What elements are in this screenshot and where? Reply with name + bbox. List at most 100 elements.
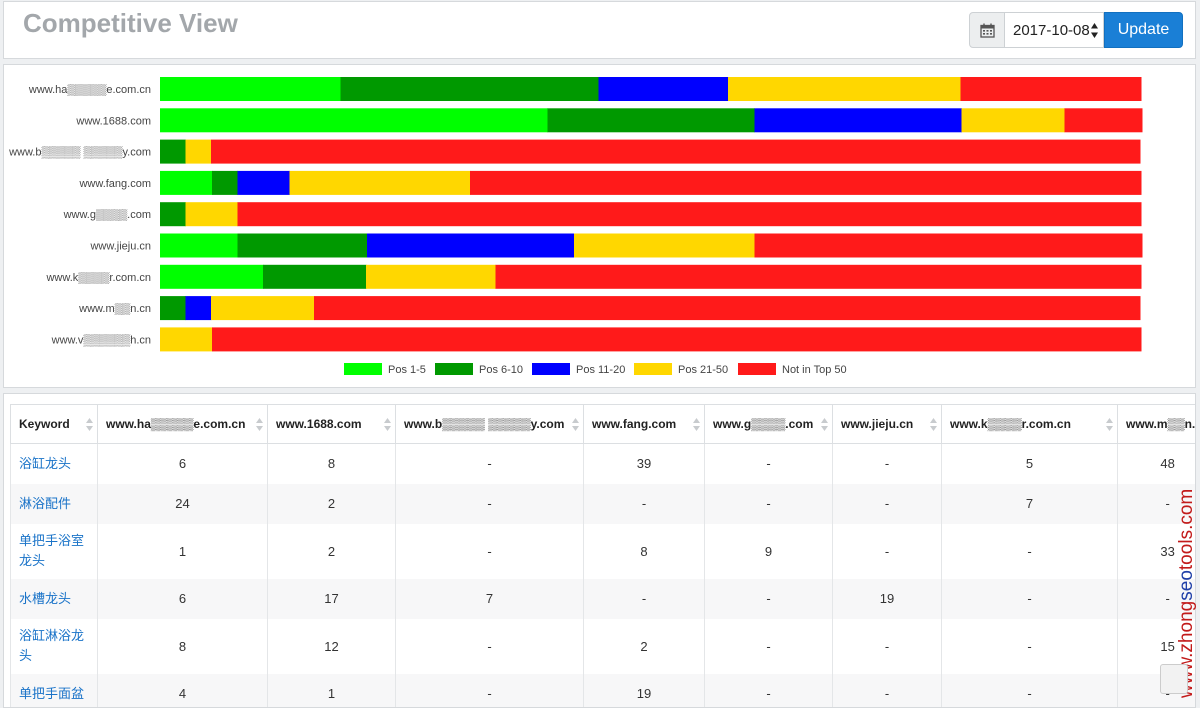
calendar-button[interactable] bbox=[969, 12, 1005, 48]
column-header-label: Keyword bbox=[19, 417, 70, 431]
bar-segment bbox=[290, 171, 471, 195]
bar-segment bbox=[599, 77, 729, 101]
scroll-handle[interactable] bbox=[1160, 664, 1188, 694]
sort-icon bbox=[86, 418, 93, 431]
legend-swatch bbox=[435, 363, 473, 375]
column-header[interactable]: www.k▒▒▒▒r.com.cn bbox=[942, 405, 1118, 444]
bar-segment bbox=[212, 171, 238, 195]
y-axis-label: www.b▒▒▒▒▒ ▒▒▒▒▒y.com bbox=[8, 146, 151, 159]
rank-cell: - bbox=[705, 619, 833, 674]
keyword-link[interactable]: 单把手面盆 bbox=[19, 684, 89, 704]
bar-segment bbox=[211, 296, 315, 320]
y-axis-label: www.v▒▒▒▒▒▒h.cn bbox=[51, 333, 151, 346]
column-header-label: www.fang.com bbox=[592, 417, 676, 431]
rank-cell: 2 bbox=[268, 484, 396, 524]
rank-cell: 7 bbox=[396, 579, 584, 619]
column-header[interactable]: www.jieju.cn bbox=[833, 405, 942, 444]
rank-cell: - bbox=[942, 524, 1118, 579]
keyword-link[interactable]: 单把手浴室龙头 bbox=[19, 531, 89, 571]
table-header-row: Keyword www.ha▒▒▒▒▒e.com.cn www.1688.com ww… bbox=[11, 405, 1197, 444]
rank-cell: 7 bbox=[942, 484, 1118, 524]
update-button[interactable]: Update bbox=[1104, 12, 1183, 48]
column-header[interactable]: www.fang.com bbox=[584, 405, 705, 444]
rank-cell: - bbox=[942, 619, 1118, 674]
sort-icon bbox=[1106, 418, 1113, 431]
column-header-label: www.ha▒▒▒▒▒e.com.cn bbox=[106, 417, 245, 431]
rank-cell: - bbox=[396, 444, 584, 484]
bar-segment bbox=[263, 265, 367, 289]
rank-cell: 24 bbox=[98, 484, 268, 524]
bar-segment bbox=[366, 265, 496, 289]
column-header[interactable]: Keyword bbox=[11, 405, 98, 444]
column-header[interactable]: www.g▒▒▒▒.com bbox=[705, 405, 833, 444]
bar-segment bbox=[160, 327, 213, 351]
column-header-label: www.m▒▒n.cn bbox=[1126, 417, 1196, 431]
bar-segment bbox=[186, 140, 212, 164]
rank-cell: 1 bbox=[98, 524, 268, 579]
rank-cell: - bbox=[396, 619, 584, 674]
column-header-label: www.jieju.cn bbox=[841, 417, 913, 431]
legend-swatch bbox=[738, 363, 776, 375]
stacked-bar-chart: www.ha▒▒▒▒▒e.com.cn www.1688.com www.b▒▒▒▒… bbox=[4, 65, 1197, 389]
date-picker-group: 2017-10-08 Update bbox=[969, 12, 1183, 48]
sort-icon bbox=[821, 418, 828, 431]
sort-icon bbox=[256, 418, 263, 431]
keyword-link[interactable]: 浴缸淋浴龙头 bbox=[19, 626, 89, 666]
y-axis-label: www.1688.com bbox=[75, 115, 151, 127]
rank-cell: 19 bbox=[833, 579, 942, 619]
bar-segment bbox=[186, 202, 239, 226]
bar-segment bbox=[160, 265, 264, 289]
bar-segment bbox=[962, 108, 1066, 132]
rank-cell: - bbox=[705, 579, 833, 619]
select-arrows-icon bbox=[1091, 23, 1098, 38]
bar-segment bbox=[314, 296, 1141, 320]
legend-label: Pos 21-50 bbox=[678, 364, 728, 376]
sort-icon bbox=[930, 418, 937, 431]
column-header-label: www.1688.com bbox=[276, 417, 362, 431]
bar-segment bbox=[755, 108, 963, 132]
column-header[interactable]: www.ha▒▒▒▒▒e.com.cn bbox=[98, 405, 268, 444]
bar-segment bbox=[186, 296, 212, 320]
y-axis-label: www.jieju.cn bbox=[89, 241, 151, 253]
bar-segment bbox=[160, 171, 213, 195]
rank-cell: 8 bbox=[268, 444, 396, 484]
chart-panel: www.ha▒▒▒▒▒e.com.cn www.1688.com www.b▒▒▒▒… bbox=[3, 64, 1196, 388]
bar-segment bbox=[238, 234, 368, 258]
calendar-icon bbox=[980, 23, 995, 38]
keyword-link[interactable]: 水槽龙头 bbox=[19, 589, 89, 609]
keyword-link[interactable]: 淋浴配件 bbox=[19, 494, 89, 514]
date-select[interactable]: 2017-10-08 bbox=[1005, 12, 1104, 48]
bar-segment bbox=[211, 140, 1141, 164]
rank-cell: 8 bbox=[98, 619, 268, 674]
rank-cell: 2 bbox=[584, 619, 705, 674]
column-header[interactable]: www.1688.com bbox=[268, 405, 396, 444]
rank-cell: - bbox=[584, 484, 705, 524]
y-axis-label: www.fang.com bbox=[78, 178, 151, 190]
bar-segment bbox=[341, 77, 600, 101]
keyword-cell: 水槽龙头 bbox=[11, 579, 98, 619]
bar-segment bbox=[548, 108, 756, 132]
column-header[interactable]: www.m▒▒n.cn bbox=[1118, 405, 1197, 444]
column-header-label: www.b▒▒▒▒▒ ▒▒▒▒▒y.com bbox=[404, 417, 564, 431]
ranking-table: Keyword www.ha▒▒▒▒▒e.com.cn www.1688.com ww… bbox=[10, 404, 1196, 708]
legend-label: Not in Top 50 bbox=[782, 364, 847, 376]
rank-cell: 12 bbox=[268, 619, 396, 674]
column-header[interactable]: www.b▒▒▒▒▒ ▒▒▒▒▒y.com bbox=[396, 405, 584, 444]
rank-cell: - bbox=[942, 579, 1118, 619]
column-header-label: www.g▒▒▒▒.com bbox=[713, 417, 813, 431]
rank-cell: - bbox=[705, 484, 833, 524]
y-axis-label: www.ha▒▒▒▒▒e.com.cn bbox=[28, 83, 151, 96]
bar-segment bbox=[728, 77, 961, 101]
keyword-cell: 淋浴配件 bbox=[11, 484, 98, 524]
rank-cell: 17 bbox=[268, 579, 396, 619]
bar-segment bbox=[238, 202, 1142, 226]
keyword-link[interactable]: 浴缸龙头 bbox=[19, 454, 89, 474]
bar-segment bbox=[961, 77, 1142, 101]
rank-cell: - bbox=[833, 619, 942, 674]
legend-swatch bbox=[344, 363, 382, 375]
bar-segment bbox=[755, 234, 1143, 258]
bar-segment bbox=[574, 234, 755, 258]
sort-icon bbox=[693, 418, 700, 431]
